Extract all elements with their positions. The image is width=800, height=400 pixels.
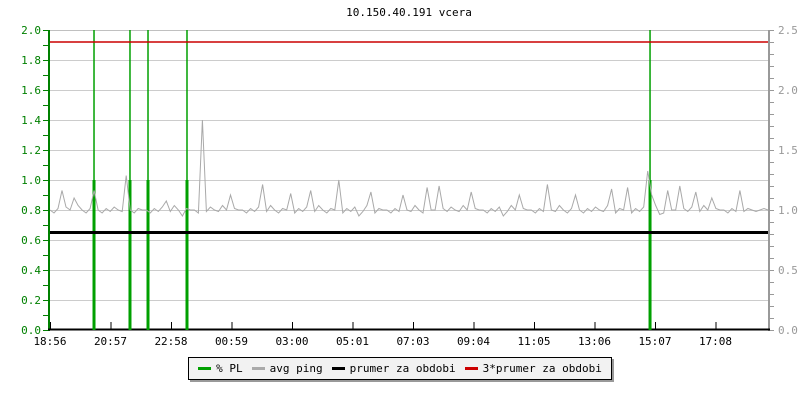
pl-spikes — [92, 30, 652, 330]
legend-item-3x-period-average: 3*prumer za obdobi — [464, 362, 602, 375]
x-axis-tick-label: 17:08 — [699, 335, 732, 348]
left-axis-tick-label: 0.6 — [21, 234, 41, 247]
legend-label-period-average: prumer za obdobi — [349, 362, 456, 375]
right-axis-tick-label: 0.0 — [778, 324, 798, 337]
x-axis-tick-label: 00:59 — [215, 335, 248, 348]
right-axis-tick-label: 1.5 — [778, 144, 798, 157]
right-axis: 2.5 2.0 1.5 1.0 0.5 0.0 — [768, 24, 798, 337]
chart-title: 10.150.40.191 vcera — [346, 6, 472, 19]
grid-lines — [50, 30, 768, 301]
left-axis-tick-label: 1.4 — [21, 114, 41, 127]
left-axis: 2.0 1.8 1.6 1.4 1.2 1.0 0.8 0.6 0.4 0.2 0.0 — [21, 24, 50, 337]
x-axis-tick-label: 07:03 — [396, 335, 429, 348]
left-axis-tick-label: 0.0 — [21, 324, 41, 337]
three-x-average-line-swatch-icon — [464, 367, 478, 370]
x-axis-tick-label: 18:56 — [33, 335, 66, 348]
legend-item-period-average: prumer za obdobi — [331, 362, 456, 375]
legend-label-3x-period-average: 3*prumer za obdobi — [482, 362, 602, 375]
left-axis-tick-label: 1.2 — [21, 144, 41, 157]
right-axis-tick-label: 2.0 — [778, 84, 798, 97]
x-axis-tick-label: 13:06 — [578, 335, 611, 348]
avg-ping-line-swatch-icon — [251, 367, 265, 370]
legend-container: % PL avg ping prumer za obdobi 3*prumer … — [0, 357, 800, 380]
legend-label-avg-ping: avg ping — [269, 362, 323, 375]
x-axis-tick-label: 05:01 — [336, 335, 369, 348]
x-axis: 18:56 20:57 22:58 00:59 03:00 05:01 07:03 09:04… — [33, 322, 770, 348]
x-axis-tick-label: 15:07 — [638, 335, 671, 348]
left-axis-tick-label: 0.2 — [21, 294, 41, 307]
x-axis-tick-label: 03:00 — [275, 335, 308, 348]
left-axis-tick-label: 0.4 — [21, 264, 41, 277]
right-axis-tick-label: 1.0 — [778, 204, 798, 217]
legend-item-avg-ping: avg ping — [251, 362, 323, 375]
period-average-line-swatch-icon — [331, 367, 345, 370]
left-axis-tick-label: 2.0 — [21, 24, 41, 37]
legend-item-pl: % PL — [198, 362, 243, 375]
x-axis-tick-label: 11:05 — [517, 335, 550, 348]
x-axis-tick-label: 09:04 — [457, 335, 490, 348]
left-axis-tick-label: 1.8 — [21, 54, 41, 67]
x-axis-tick-label: 22:58 — [154, 335, 187, 348]
avg-ping-line — [49, 119, 769, 217]
x-axis-tick-label: 20:57 — [94, 335, 127, 348]
left-axis-tick-label: 0.8 — [21, 204, 41, 217]
pl-line-swatch-icon — [198, 367, 212, 370]
left-axis-tick-label: 1.0 — [21, 174, 41, 187]
right-axis-tick-label: 2.5 — [778, 24, 798, 37]
legend-label-pl: % PL — [216, 362, 243, 375]
right-axis-tick-label: 0.5 — [778, 264, 798, 277]
left-axis-tick-label: 1.6 — [21, 84, 41, 97]
legend-box: % PL avg ping prumer za obdobi 3*prumer … — [188, 357, 612, 380]
